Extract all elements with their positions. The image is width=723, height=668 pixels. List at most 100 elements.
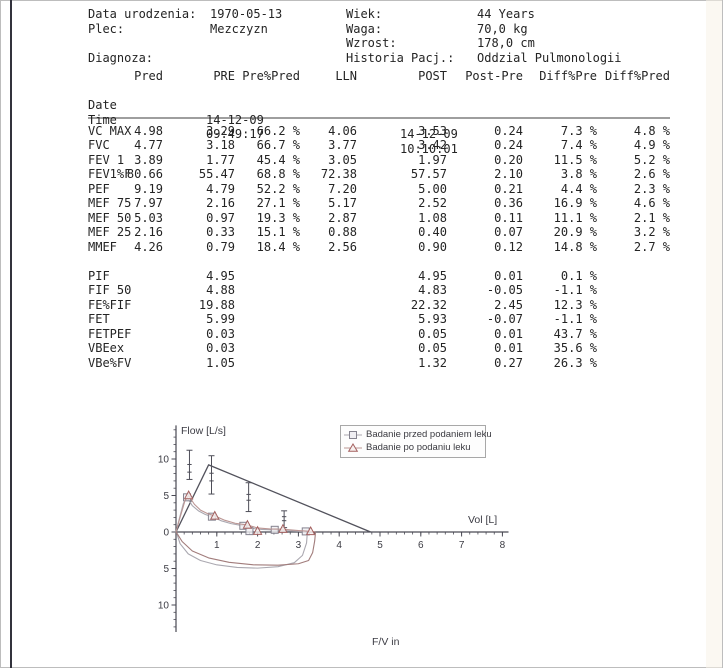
x-axis-label: Vol [L] [468,514,498,526]
param-name: PIF [88,268,110,283]
param-value: 2.10 [494,167,523,181]
param-name: MEF 75 [88,196,132,210]
param-value: 0.24 [494,123,523,138]
table-row: MEF 50 5.03 0.97 19.3 % 2.87 1.08 0.11 11.1 % 2.… [88,211,670,226]
table-row: MEF 25 2.16 0.33 15.1 % 0.88 0.40 0.07 20.9 % 3.… [88,225,670,240]
param-value: 72.38 [320,167,357,181]
svg-text:5: 5 [163,564,169,575]
table-row: FEV1%F 80.66 55.47 68.8 % 72.38 57.57 2.10 3.8 … [88,167,670,182]
param-name: PEF [88,181,110,196]
results-table-body: VC MAX 4.98 3.29 66.2 % 4.06 3.53 0.24 7.3 % 4.8… [88,124,670,371]
date-label: Date [88,98,117,112]
param-value: 4.79 [206,181,235,196]
param-value: 0.36 [494,196,523,210]
param-value: 66.7 % [256,138,300,152]
param-value: 4.83 [418,283,447,297]
table-row: MMEF 4.26 0.79 18.4 % 2.56 0.90 0.12 14.8 % 2.7 … [88,240,670,255]
param-value [126,283,163,298]
param-value: 27.1 % [256,196,300,210]
param-name: MEF 50 [88,210,132,225]
patient-field: Plec: [88,21,125,36]
param-value: 7.20 [328,181,357,196]
svg-text:5: 5 [377,540,383,551]
param-value: 68.8 % [256,167,300,181]
param-value [300,298,357,313]
param-value: Diff%Pre [539,69,597,83]
param-value [597,298,670,313]
patient-field: Wzrost: [346,36,397,51]
time-post-value: 10:10:01 [400,141,458,156]
param-value: 9.19 [134,181,163,196]
svg-text:7: 7 [459,540,465,551]
param-value: 4.9 % [633,138,670,152]
param-value: 0.27 [494,355,523,370]
param-value: 2.16 [206,196,235,210]
param-name: VBEex [88,341,125,355]
param-value: 2.1 % [633,210,670,225]
param-value: 18.4 % [256,239,300,254]
param-value: 15.1 % [256,225,300,239]
patient-field: Mezczyzn [210,21,268,36]
svg-text:2: 2 [255,540,261,551]
param-value: -1.1 % [553,283,597,297]
svg-text:1: 1 [214,540,220,551]
param-value [597,312,670,327]
param-name: VC MAX [88,123,132,138]
param-value: 4.95 [418,268,447,283]
patient-field: 1970-05-13 [210,7,283,21]
results-table-header-host: Pred PRE Pre%Pred LLN POST Post-Pre Diff%Pre Di… [88,69,670,84]
param-value [300,327,357,342]
patient-field: Oddzial Pulmonologii [477,50,622,65]
param-value: 0.12 [494,239,523,254]
param-value: 1.77 [206,152,235,167]
svg-text:3: 3 [296,540,302,551]
param-value: 5.2 % [633,152,670,167]
param-value: 14.8 % [553,239,597,254]
param-value: 55.47 [198,167,235,181]
param-value: 0.11 [494,210,523,225]
param-value: 3.53 [418,123,447,138]
param-value [235,283,300,298]
param-value [235,298,300,313]
param-name: FET [88,312,110,326]
param-value: 2.7 % [633,239,670,254]
patient-field: 44 Years [477,7,535,21]
legend-triangle-marker-icon [344,442,362,452]
param-value [597,341,670,356]
svg-text:5: 5 [163,491,169,502]
legend-item-pre: Badanie przed podaniem leku [344,428,492,441]
date-pre-value: 14-12-09 [206,112,264,127]
param-value [300,312,357,327]
table-row: PIF 4.95 4.95 0.01 0.1 % [88,269,670,284]
table-row: VBe%FV 1.05 1.32 0.27 26.3 % [88,356,670,371]
param-value: 1.97 [418,152,447,167]
table-row: MEF 75 7.97 2.16 27.1 % 5.17 2.52 0.36 16.9 % 4.… [88,196,670,211]
chart-legend: Badanie przed podaniem leku Badanie po p… [340,425,492,458]
param-value [235,356,300,371]
param-value: 0.24 [494,138,523,152]
param-value: 3.8 % [560,167,597,181]
param-value [126,298,163,313]
legend-label-pre: Badanie przed podaniem leku [366,429,492,440]
table-row: VBEex 0.03 0.05 0.01 35.6 % [88,341,670,356]
param-value: -0.05 [486,283,523,297]
table-header-row: Pred PRE Pre%Pred LLN POST Post-Pre Diff%Pre Di… [88,69,670,84]
param-value: Pred [134,69,163,83]
param-value [126,341,163,356]
param-value: 16.9 % [553,196,597,210]
param-value [126,356,163,371]
param-value: 80.66 [126,167,163,181]
param-value: 0.40 [418,225,447,239]
param-value: 1.32 [418,355,447,370]
param-value [235,327,300,342]
param-value: 12.3 % [553,297,597,312]
date-row: Date 14-12-09 14-12-09 [88,84,670,141]
param-value: 4.8 % [633,123,670,138]
param-value: 4.26 [134,239,163,254]
param-value: 19.88 [198,297,235,312]
param-value: 0.01 [494,341,523,355]
param-value: 2.45 [494,297,523,312]
table-row: VC MAX 4.98 3.29 66.2 % 4.06 3.53 0.24 7.3 % 4.8… [88,124,670,139]
param-name: FIF 50 [88,283,132,297]
scan-artifact-line [10,0,12,668]
